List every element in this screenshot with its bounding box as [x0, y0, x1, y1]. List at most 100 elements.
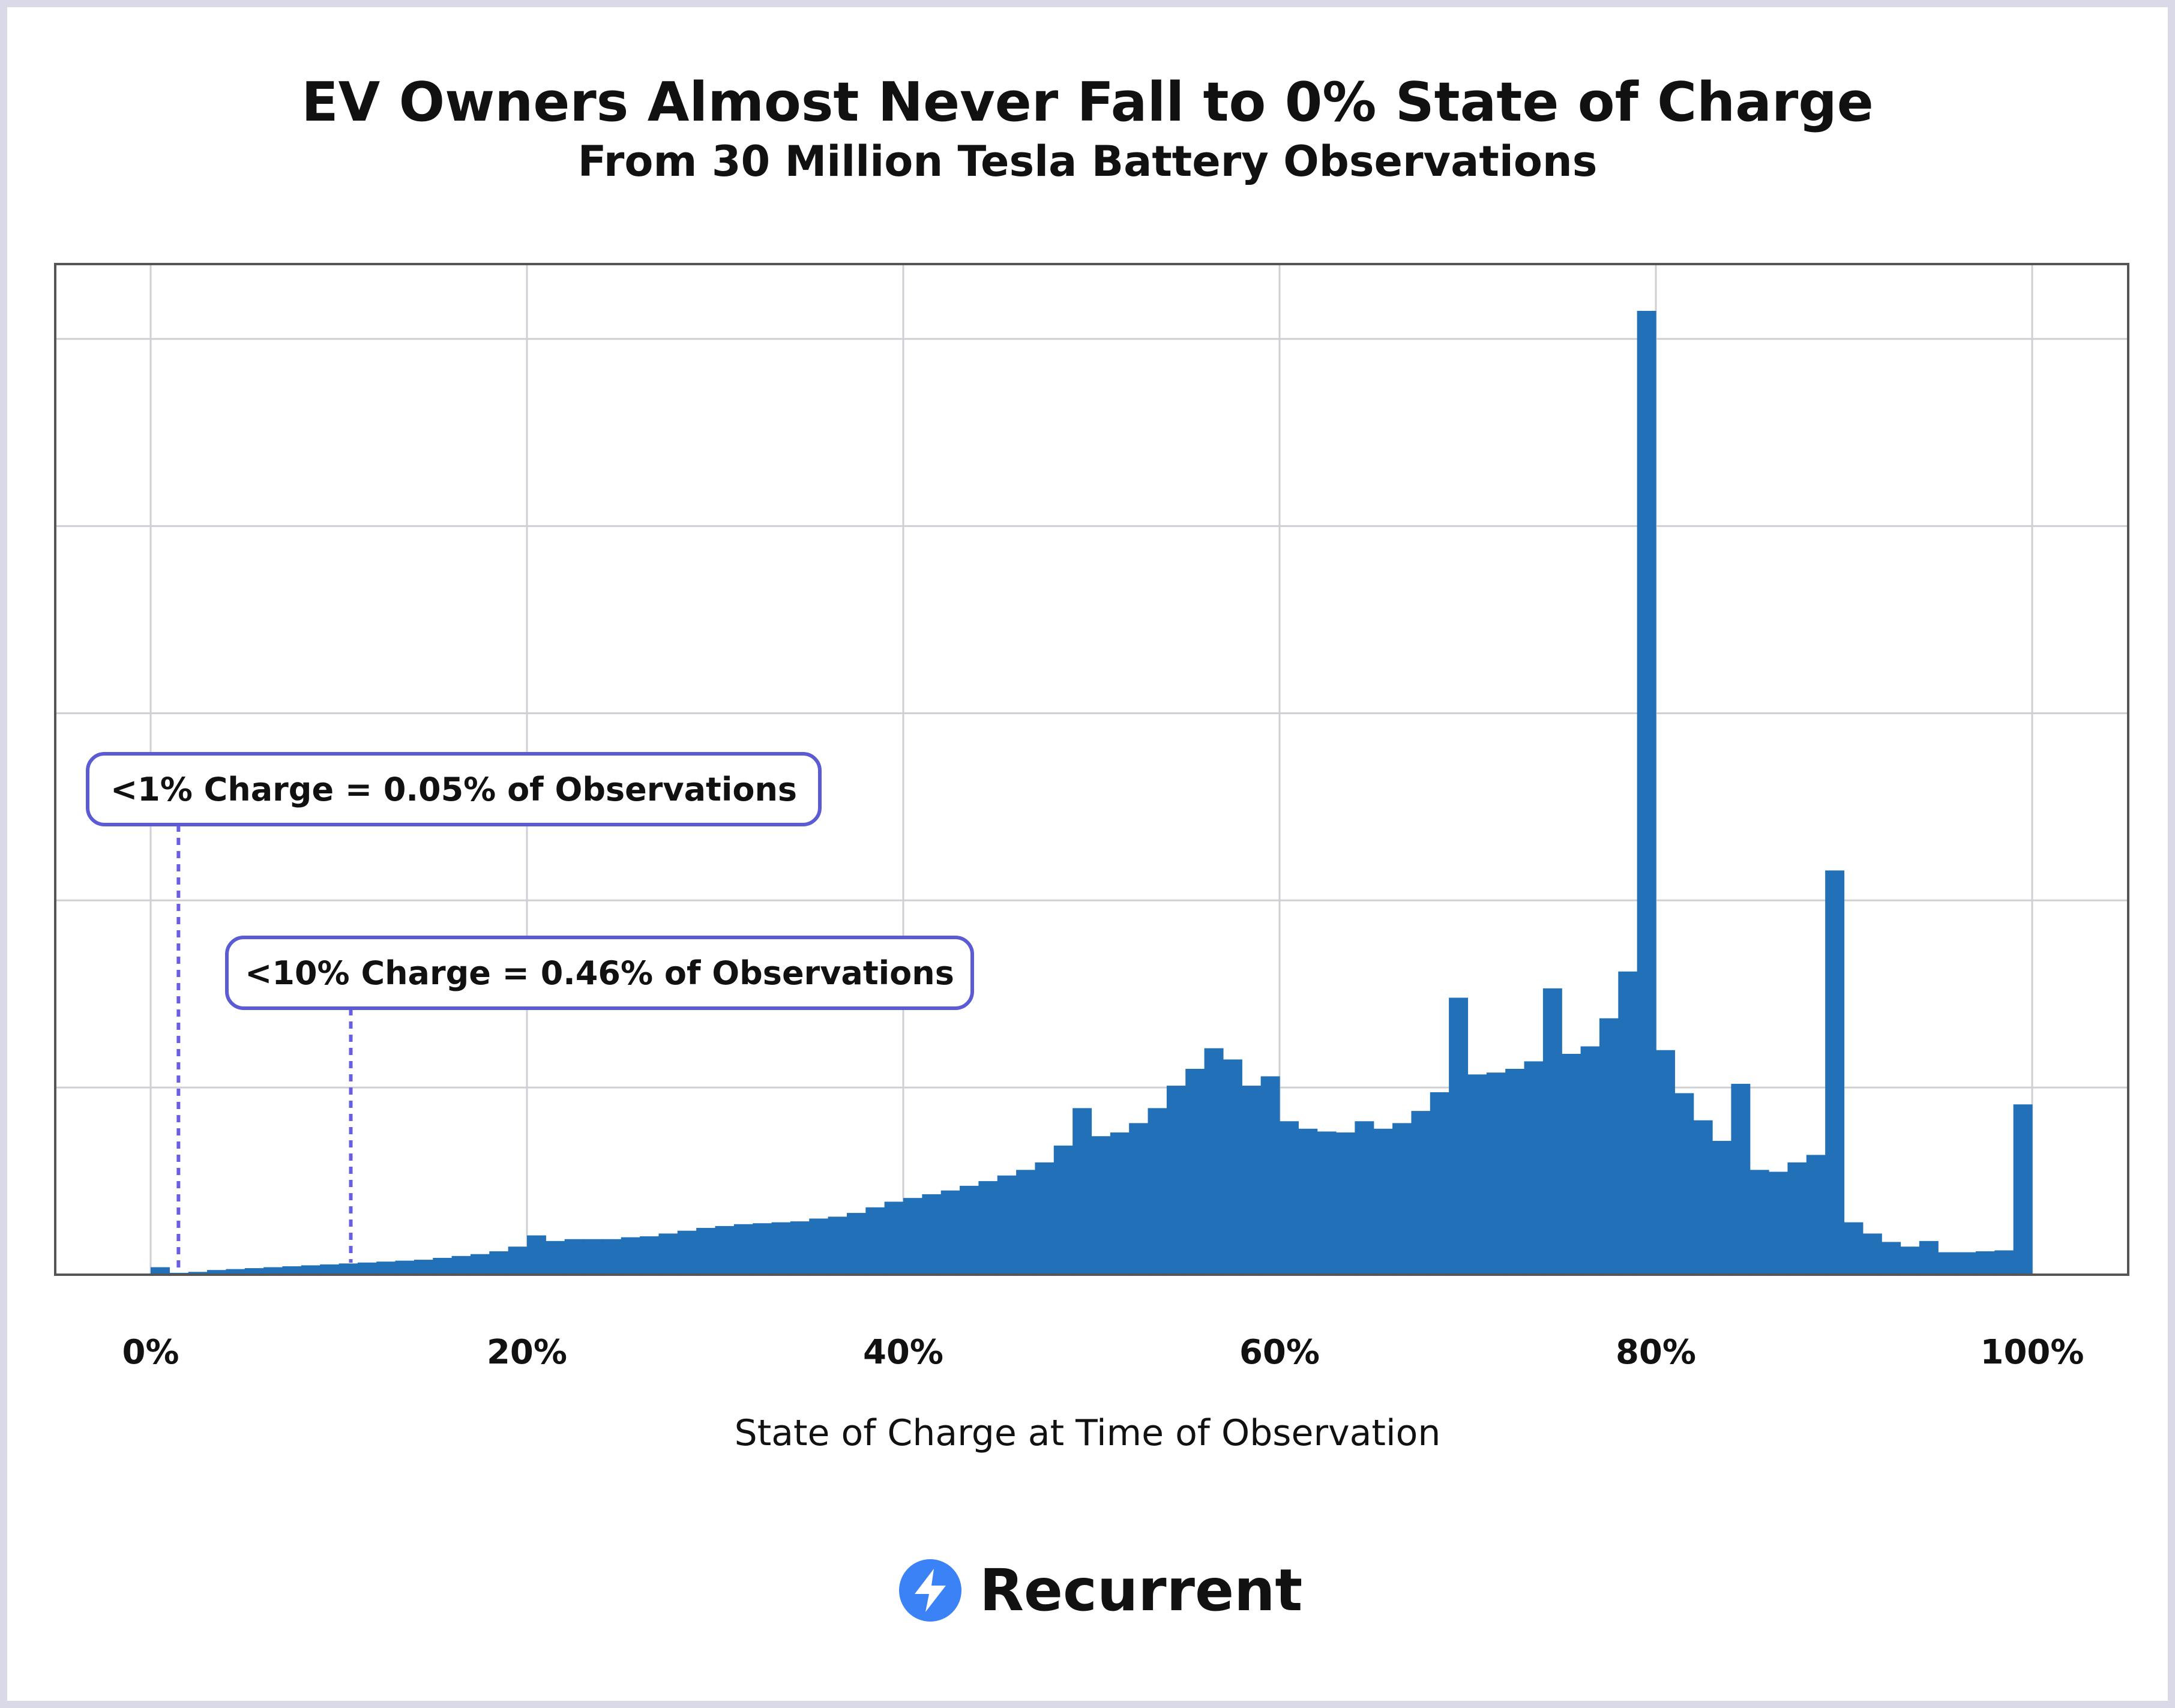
- histogram-bar: [1994, 1250, 2014, 1275]
- histogram-bar: [1260, 1076, 1280, 1275]
- x-tick-labels: 0% 20% 40% 60% 80% 100%: [122, 1333, 2084, 1372]
- histogram-bar: [376, 1261, 396, 1275]
- histogram-bar: [1919, 1240, 1939, 1275]
- histogram-bar: [1091, 1136, 1111, 1275]
- histogram-bar: [244, 1268, 264, 1275]
- histogram-bar: [2013, 1104, 2033, 1275]
- histogram-bar: [508, 1246, 528, 1275]
- histogram-bar: [1787, 1162, 1807, 1275]
- histogram-bar: [940, 1190, 960, 1275]
- histogram-bar: [790, 1221, 810, 1275]
- histogram-bar: [1900, 1246, 1920, 1275]
- histogram-bar: [1185, 1068, 1205, 1275]
- histogram-bar: [263, 1267, 283, 1275]
- histogram-bar: [621, 1237, 640, 1275]
- histogram-bar: [1562, 1054, 1581, 1275]
- histogram-bar: [1110, 1132, 1130, 1275]
- histogram-bar: [1317, 1131, 1337, 1275]
- annotation-box: [86, 752, 822, 826]
- chart-subtitle: From 30 Million Tesla Battery Observatio…: [577, 137, 1598, 186]
- histogram-bar: [1129, 1123, 1149, 1275]
- histogram-bar: [1373, 1128, 1393, 1275]
- annotation-box: [225, 936, 974, 1010]
- histogram-bar: [1204, 1048, 1224, 1275]
- chart-title: EV Owners Almost Never Fall to 0% State …: [301, 71, 1874, 134]
- histogram-bar: [733, 1224, 753, 1275]
- histogram-bar: [1806, 1155, 1826, 1275]
- histogram-bar: [1298, 1128, 1318, 1275]
- annotations: <1% Charge = 0.05% of Observations <10% C…: [86, 752, 974, 1267]
- histogram-bars: [151, 310, 2033, 1275]
- histogram-bar: [677, 1230, 697, 1275]
- histogram-bar: [470, 1254, 490, 1275]
- histogram-bar: [1656, 1050, 1675, 1275]
- annotation-label: <1% Charge = 0.05% of Observations: [110, 771, 797, 808]
- histogram-bar: [1599, 1018, 1619, 1275]
- histogram-bar: [151, 1267, 170, 1275]
- histogram-bar: [451, 1255, 471, 1275]
- histogram-bar: [997, 1175, 1017, 1275]
- histogram-bar: [865, 1207, 885, 1275]
- histogram-bar: [207, 1270, 226, 1275]
- histogram-bar: [1862, 1233, 1882, 1275]
- x-tick-label: 80%: [1616, 1333, 1696, 1372]
- histogram-bar: [1355, 1121, 1374, 1275]
- histogram-bar: [1035, 1162, 1054, 1275]
- x-tick-label: 60%: [1239, 1333, 1320, 1372]
- histogram-bar: [960, 1185, 979, 1275]
- annotation-label: <10% Charge = 0.46% of Observations: [245, 954, 954, 992]
- histogram-bar: [1223, 1059, 1242, 1275]
- histogram-bar: [1430, 1092, 1449, 1275]
- histogram-bar: [771, 1222, 791, 1275]
- histogram-bar: [546, 1240, 565, 1275]
- histogram-bar: [1844, 1222, 1864, 1275]
- histogram-bar: [1674, 1093, 1694, 1275]
- x-tick-label: 40%: [863, 1333, 943, 1372]
- histogram-bar: [564, 1239, 584, 1275]
- histogram-bar: [1053, 1145, 1073, 1275]
- histogram-bar: [1542, 988, 1562, 1275]
- histogram-bar: [1280, 1121, 1299, 1275]
- histogram-bar: [301, 1265, 320, 1275]
- histogram-bar: [320, 1264, 340, 1275]
- histogram-bar: [828, 1216, 847, 1275]
- histogram-bar: [527, 1235, 546, 1275]
- histogram-bar: [1957, 1252, 1976, 1275]
- histogram-bar: [395, 1260, 415, 1275]
- x-axis-label: State of Charge at Time of Observation: [735, 1412, 1441, 1454]
- histogram-bar: [809, 1218, 829, 1275]
- x-tick-label: 100%: [1980, 1333, 2084, 1372]
- histogram-bar: [640, 1236, 660, 1275]
- histogram-bar: [1411, 1111, 1431, 1275]
- histogram-bar: [1938, 1252, 1958, 1275]
- histogram-bar: [846, 1213, 866, 1275]
- histogram-bar: [1467, 1074, 1487, 1275]
- histogram-bar: [978, 1181, 998, 1275]
- histogram-bar: [1882, 1242, 1901, 1275]
- histogram-bar: [489, 1251, 509, 1275]
- histogram-bar: [1975, 1251, 1995, 1275]
- histogram-bar: [1242, 1086, 1262, 1275]
- histogram-bar: [753, 1223, 772, 1275]
- histogram-bar: [1449, 997, 1469, 1275]
- histogram-bar: [602, 1239, 622, 1275]
- histogram-bar: [1486, 1072, 1506, 1275]
- histogram-bar: [338, 1263, 358, 1275]
- histogram-bar: [1712, 1141, 1731, 1275]
- histogram-bar: [1505, 1068, 1525, 1275]
- plot-area-border: [54, 263, 2129, 1276]
- histogram-bar: [1336, 1132, 1355, 1275]
- histogram-bar: [922, 1194, 942, 1275]
- histogram-bar: [1072, 1108, 1092, 1275]
- brand-logo: Recurrent: [899, 1557, 1303, 1624]
- histogram-bar: [1580, 1046, 1600, 1275]
- histogram-bar: [903, 1198, 922, 1275]
- histogram-bar: [884, 1201, 904, 1275]
- histogram-bar: [715, 1225, 735, 1275]
- chart-frame: [7, 7, 2168, 1701]
- brand-name: Recurrent: [979, 1557, 1303, 1624]
- histogram-bar: [282, 1266, 302, 1275]
- histogram-bar: [1693, 1120, 1713, 1275]
- histogram-bar: [658, 1233, 678, 1275]
- histogram-bar: [1769, 1171, 1788, 1275]
